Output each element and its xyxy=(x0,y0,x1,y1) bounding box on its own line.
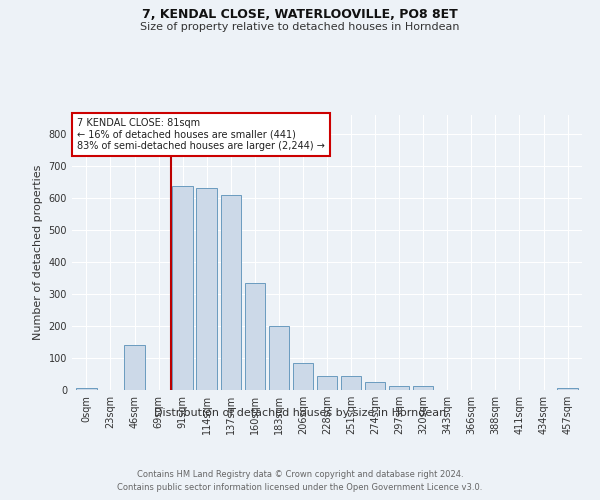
Bar xyxy=(365,382,385,390)
Bar xyxy=(317,376,337,390)
Bar xyxy=(124,345,145,390)
Y-axis label: Number of detached properties: Number of detached properties xyxy=(33,165,43,340)
Bar xyxy=(341,376,361,390)
Bar xyxy=(221,195,241,390)
Bar xyxy=(389,386,409,390)
Bar xyxy=(413,386,433,390)
Bar xyxy=(245,283,265,390)
Text: Distribution of detached houses by size in Horndean: Distribution of detached houses by size … xyxy=(154,408,446,418)
Text: Contains public sector information licensed under the Open Government Licence v3: Contains public sector information licen… xyxy=(118,482,482,492)
Text: Contains HM Land Registry data © Crown copyright and database right 2024.: Contains HM Land Registry data © Crown c… xyxy=(137,470,463,479)
Text: 7 KENDAL CLOSE: 81sqm
← 16% of detached houses are smaller (441)
83% of semi-det: 7 KENDAL CLOSE: 81sqm ← 16% of detached … xyxy=(77,118,325,151)
Bar xyxy=(269,326,289,390)
Text: Size of property relative to detached houses in Horndean: Size of property relative to detached ho… xyxy=(140,22,460,32)
Bar xyxy=(293,363,313,390)
Bar xyxy=(196,188,217,390)
Text: 7, KENDAL CLOSE, WATERLOOVILLE, PO8 8ET: 7, KENDAL CLOSE, WATERLOOVILLE, PO8 8ET xyxy=(142,8,458,20)
Bar xyxy=(557,388,578,390)
Bar xyxy=(172,186,193,390)
Bar xyxy=(76,388,97,390)
